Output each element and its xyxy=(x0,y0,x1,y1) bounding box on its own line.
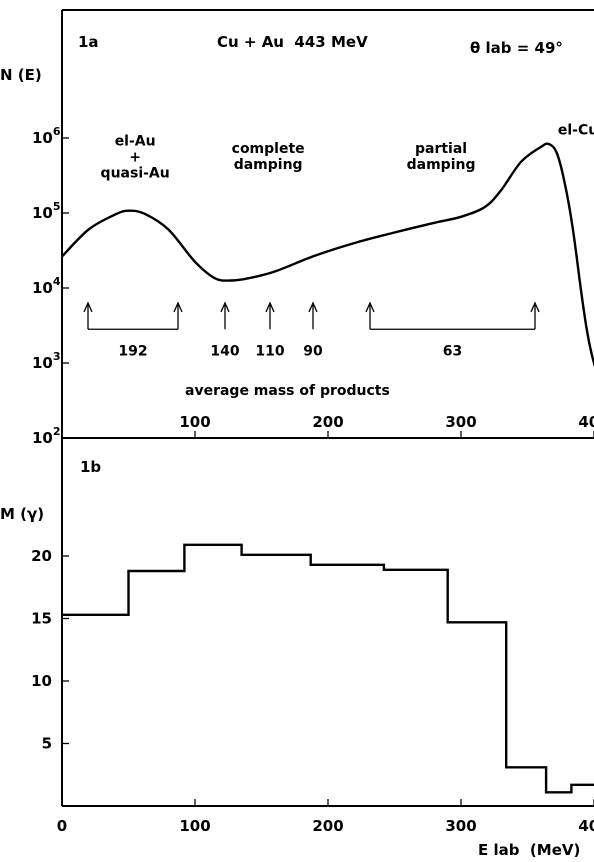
panel-1a-mass-arrows: 192 140 110 90 63 xyxy=(83,301,540,359)
panel-1a-y-tick-label: 104 xyxy=(32,275,61,297)
panel-1a-y-tick-label: 106 xyxy=(32,125,61,147)
mass-label: 192 xyxy=(118,343,147,359)
panel-1a-region-label: complete xyxy=(232,141,305,157)
panel-1b-y-tick-label: 5 xyxy=(42,735,52,753)
panel-1a-region-label: damping xyxy=(407,157,476,173)
mass-arrow-head xyxy=(308,301,318,313)
panel-1a-y-tick-label: 105 xyxy=(32,200,61,222)
mass-arrow-head xyxy=(220,301,230,313)
panel-1a-title: Cu + Au 443 MeV xyxy=(217,33,368,51)
panel-1b-y-tick-label: 20 xyxy=(31,547,52,565)
panel-1b-y-tick-label: 15 xyxy=(31,610,52,628)
panel-1a-y-tick-label: 103 xyxy=(32,350,61,372)
panel-1a-frame xyxy=(61,9,594,439)
mass-label: 110 xyxy=(255,343,284,359)
panel-1a-region-label: damping xyxy=(234,157,303,173)
panel-1a-ylabel: N (E) xyxy=(0,66,42,84)
mass-arrow-head xyxy=(530,301,540,313)
panel-1a-region-label: quasi-Au xyxy=(101,166,170,182)
mass-arrow-head xyxy=(365,301,375,313)
mass-arrow-head xyxy=(83,301,93,313)
panel-1a-energy-spectrum-line xyxy=(61,142,594,367)
panel-1a-footer: average mass of products xyxy=(185,383,390,399)
panel-1b-y-tick-label: 10 xyxy=(31,672,52,690)
panel-1b-multiplicity-histogram xyxy=(62,543,594,794)
panel-1a-region-label: partial xyxy=(415,141,467,157)
panel-1a-region-label: el-Cu xyxy=(558,122,594,138)
panel-1b-x-tick-label: 300 xyxy=(445,817,476,835)
panel-1b-x-tick-label: 400 xyxy=(578,817,594,835)
panel-1b-ylabel: M (γ) xyxy=(0,505,44,523)
panel-1b-x-tick-label: 0 xyxy=(57,817,67,835)
panel-1a-angle: θ lab = 49° xyxy=(470,39,563,57)
mass-label: 90 xyxy=(303,343,323,359)
panel-1a-x-tick-label: 400 xyxy=(578,413,594,431)
mass-arrow-head xyxy=(173,301,183,313)
panel-1b-label: 1b xyxy=(80,458,101,476)
mass-label: 63 xyxy=(443,343,462,359)
panel-1a-x-tick-label: 200 xyxy=(312,413,343,431)
panel-1a-x-tick-label: 300 xyxy=(445,413,476,431)
panel-1a-x-tick-label: 100 xyxy=(179,413,210,431)
panel-1a-region-label: el-Au xyxy=(115,134,156,150)
mass-label: 140 xyxy=(210,343,239,359)
panel-1a-y-tick-label: 102 xyxy=(32,425,61,447)
panel-1b-xlabel: E lab (MeV) xyxy=(478,841,580,859)
panel-1b-axis-ticks: 0 100 200 300 400 5 10 15 20 xyxy=(31,547,594,835)
panel-1a-region-labels: el-Au+quasi-Aucompletedampingpartialdamp… xyxy=(101,122,594,181)
panel-1a-region-label: + xyxy=(129,150,141,166)
panel-1a-label: 1a xyxy=(78,33,99,51)
panel-1b-x-tick-label: 200 xyxy=(312,817,343,835)
panel-1b-x-tick-label: 100 xyxy=(179,817,210,835)
panel-1b-frame xyxy=(61,438,594,807)
mass-arrow-head xyxy=(265,301,275,313)
